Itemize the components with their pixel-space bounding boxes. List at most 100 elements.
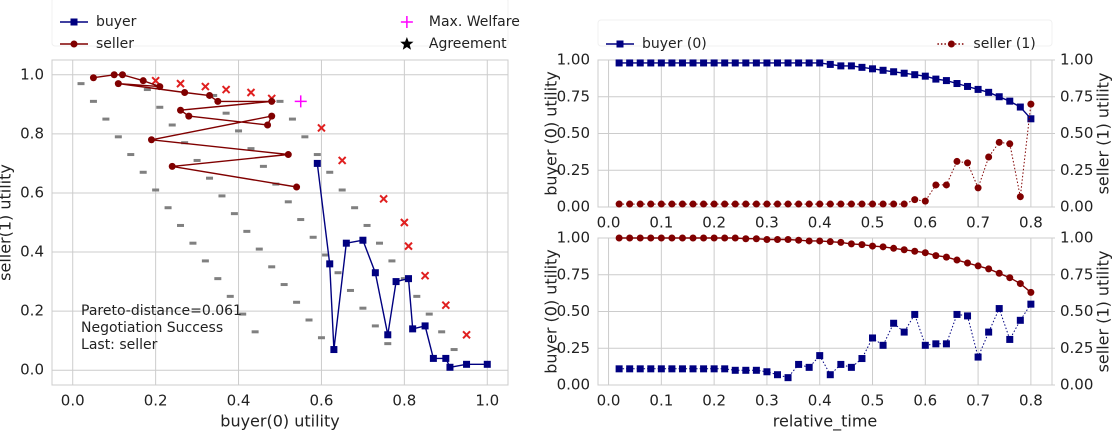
- marker: [462, 330, 471, 339]
- marker: [689, 234, 697, 242]
- marker: [932, 252, 940, 260]
- marker: [268, 112, 276, 120]
- marker: [1016, 103, 1024, 111]
- marker: [70, 18, 78, 26]
- x-tick-label: 0.5: [861, 392, 885, 410]
- marker: [995, 269, 1003, 277]
- y-tick-label: 0.75: [557, 265, 590, 283]
- marker: [678, 59, 686, 67]
- x-tick-label: 0.0: [61, 392, 85, 410]
- y-axis-label: seller(1) utility: [0, 164, 15, 281]
- outcome-point: [322, 253, 330, 257]
- outcome-point: [313, 153, 321, 157]
- outcome-point: [143, 88, 151, 92]
- outcome-point: [388, 259, 396, 263]
- outcome-point: [201, 259, 209, 263]
- marker: [837, 360, 845, 368]
- marker: [421, 322, 429, 330]
- chart-1: 0.0 0.1 0.2 0.3 0.4 0.5 0.6 0.7 0.8 0.00 0.25 0.50 0…: [542, 19, 1113, 232]
- marker: [1027, 300, 1035, 308]
- x-tick-label: 0.3: [755, 214, 779, 232]
- outcome-point: [359, 306, 367, 310]
- marker: [890, 200, 898, 208]
- marker: [932, 340, 940, 348]
- outcome-point: [193, 158, 201, 162]
- marker: [942, 181, 950, 189]
- marker: [626, 59, 634, 67]
- marker: [742, 366, 750, 374]
- marker: [710, 200, 718, 208]
- marker: [710, 365, 718, 373]
- marker: [911, 310, 919, 318]
- marker: [359, 236, 367, 244]
- outcome-point: [371, 324, 379, 328]
- outcome-point: [293, 300, 301, 304]
- marker: [1016, 280, 1024, 288]
- outcome-point: [425, 312, 433, 316]
- marker: [636, 365, 644, 373]
- x-tick-label: 0.1: [649, 392, 673, 410]
- outcome-point: [189, 241, 197, 245]
- marker: [752, 235, 760, 243]
- marker: [805, 59, 813, 67]
- outcome-point: [230, 212, 238, 216]
- marker: [626, 365, 634, 373]
- outcome-point: [413, 294, 421, 298]
- marker: [657, 200, 665, 208]
- y-tick-label: 0.2: [20, 302, 44, 320]
- x-tick-label: 0.6: [310, 392, 334, 410]
- marker: [689, 59, 697, 67]
- marker: [177, 106, 185, 114]
- outcome-point: [226, 294, 234, 298]
- marker: [214, 97, 222, 105]
- marker: [1006, 335, 1014, 343]
- series-line: [619, 62, 1032, 120]
- chart-2: 0.0 0.1 0.2 0.3 0.4 0.5 0.6 0.7 0.8 0.00 0.25 0.50 0…: [542, 229, 1113, 431]
- marker: [326, 260, 334, 268]
- legend-label: seller (1): [973, 36, 1035, 52]
- marker: [404, 241, 413, 251]
- marker: [151, 76, 160, 85]
- marker: [795, 200, 803, 208]
- marker: [168, 162, 176, 170]
- marker: [773, 59, 781, 67]
- marker: [900, 69, 908, 77]
- marker: [773, 235, 781, 243]
- marker: [342, 239, 350, 247]
- marker: [784, 200, 792, 208]
- marker: [337, 156, 347, 165]
- outcome-point: [206, 176, 214, 180]
- marker: [70, 40, 78, 48]
- y-tick-label: 0.4: [20, 243, 44, 261]
- marker: [985, 265, 993, 273]
- y-tick-label: 0.25: [557, 161, 590, 179]
- marker: [942, 340, 950, 348]
- outcome-point: [89, 99, 97, 103]
- legend-label: Agreement: [429, 36, 507, 52]
- chart-0: 0.0 0.2 0.4 0.6 0.8 1.0 0.0 0.2 0.4 0.6 0.8 1.0 buye…: [0, 0, 520, 431]
- marker: [405, 275, 413, 283]
- marker: [890, 244, 898, 252]
- x-tick-label: 0.8: [392, 392, 416, 410]
- y2-tick-label: 0.00: [1060, 376, 1093, 394]
- marker: [442, 354, 450, 362]
- y2-tick-label: 1.00: [1060, 229, 1093, 247]
- series-line: [93, 74, 297, 188]
- marker: [953, 256, 961, 264]
- y2-tick-label: 0.00: [1060, 198, 1093, 216]
- marker: [911, 247, 919, 255]
- marker: [616, 40, 624, 48]
- marker: [795, 236, 803, 244]
- marker: [763, 200, 771, 208]
- marker: [201, 82, 210, 91]
- marker: [1006, 274, 1014, 282]
- y2-tick-label: 0.75: [1060, 265, 1093, 283]
- marker: [463, 360, 471, 368]
- series-line: [619, 104, 1032, 205]
- marker: [826, 60, 834, 68]
- marker: [636, 59, 644, 67]
- marker: [784, 235, 792, 243]
- x-tick-label: 0.8: [1019, 392, 1043, 410]
- marker: [139, 77, 147, 85]
- marker: [400, 37, 414, 50]
